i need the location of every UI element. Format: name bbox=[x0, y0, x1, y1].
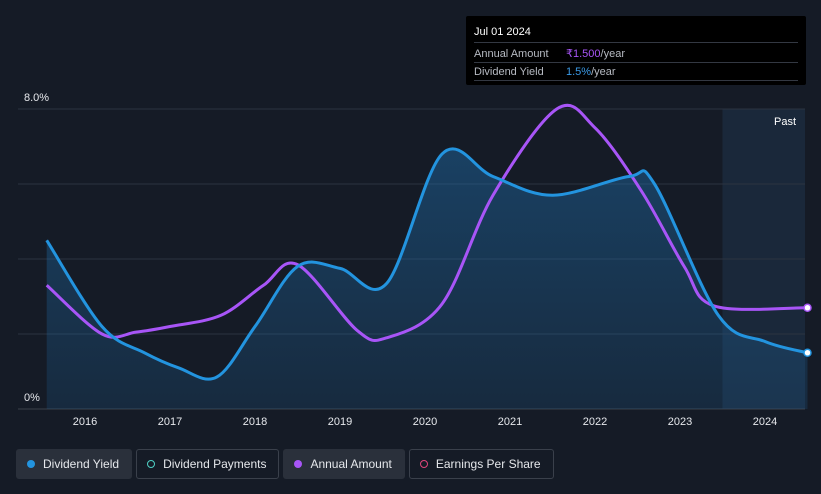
x-axis-ticks: 2016 2017 2018 2019 2020 2021 2022 2023 2024 bbox=[73, 416, 777, 428]
tooltip-row-label: Annual Amount bbox=[474, 48, 549, 60]
annual-amount-line bbox=[45, 103, 808, 342]
x-tick-label: 2019 bbox=[328, 416, 352, 428]
tooltip-row-annual-amount: Annual Amount ₹1.500 /year bbox=[474, 45, 798, 63]
tooltip-row-unit: /year bbox=[600, 48, 625, 60]
legend-dot-icon bbox=[419, 460, 428, 468]
x-tick-label: 2024 bbox=[753, 416, 777, 428]
x-tick-label: 2017 bbox=[158, 416, 182, 428]
tooltip-row-unit: /year bbox=[591, 66, 616, 78]
legend-annual-amount[interactable]: Annual Amount bbox=[283, 449, 405, 479]
legend-dot-icon bbox=[147, 460, 156, 468]
past-label: Past bbox=[774, 116, 796, 128]
tooltip-row-value: 1.5% bbox=[566, 66, 592, 78]
tooltip-row-label: Dividend Yield bbox=[474, 66, 544, 78]
x-tick-label: 2023 bbox=[668, 416, 692, 428]
x-tick-label: 2022 bbox=[583, 416, 607, 428]
legend-dot-icon bbox=[294, 460, 303, 468]
legend-label: Earnings Per Share bbox=[435, 457, 541, 471]
x-tick-label: 2018 bbox=[243, 416, 267, 428]
dividend-yield-line bbox=[45, 147, 808, 381]
annual-amount-end-marker bbox=[803, 303, 812, 312]
dividend-yield-area bbox=[46, 148, 808, 409]
tooltip: Jul 01 2024 Annual Amount ₹1.500 /year D… bbox=[466, 16, 806, 85]
y-axis-top-label: 8.0% bbox=[24, 92, 49, 104]
legend-label: Dividend Yield bbox=[43, 457, 120, 471]
legend-label: Annual Amount bbox=[310, 457, 392, 471]
legend-dividend-yield[interactable]: Dividend Yield bbox=[16, 449, 133, 479]
legend-label: Dividend Payments bbox=[163, 457, 267, 471]
tooltip-row-dividend-yield: Dividend Yield 1.5% /year bbox=[474, 63, 798, 81]
legend-dot-icon bbox=[27, 460, 35, 468]
tooltip-row-value: ₹1.500 bbox=[566, 48, 601, 60]
legend: Dividend Yield Dividend Payments Annual … bbox=[16, 449, 554, 479]
x-tick-label: 2020 bbox=[413, 416, 437, 428]
x-tick-label: 2021 bbox=[498, 416, 522, 428]
legend-earnings-per-share[interactable]: Earnings Per Share bbox=[408, 449, 554, 479]
dividend-yield-end-marker bbox=[803, 348, 812, 357]
tooltip-date: Jul 01 2024 bbox=[474, 24, 798, 43]
legend-dividend-payments[interactable]: Dividend Payments bbox=[136, 449, 280, 479]
y-axis-bottom-label: 0% bbox=[24, 392, 40, 404]
x-tick-label: 2016 bbox=[73, 416, 97, 428]
